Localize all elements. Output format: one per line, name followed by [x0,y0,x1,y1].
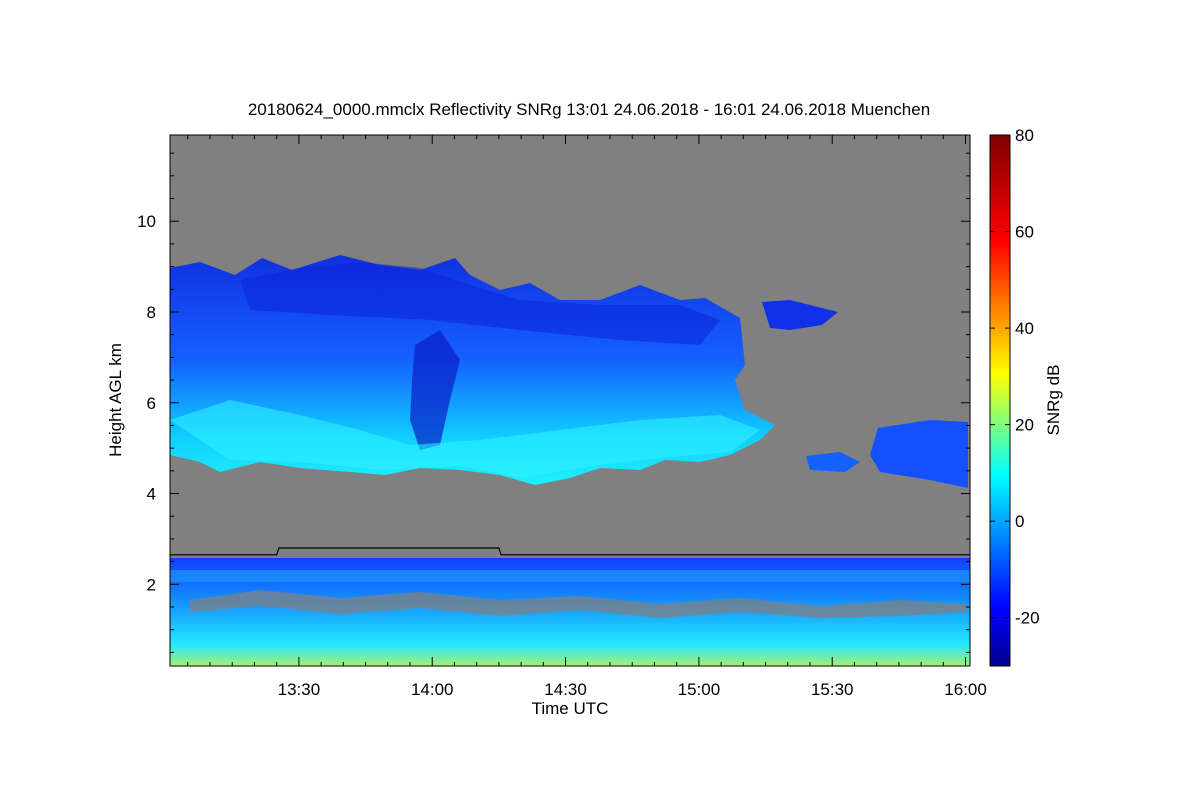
y-tick-label: 2 [147,575,156,594]
upper-cloud-patch-right [870,420,968,488]
upper-cloud-fragment [762,300,838,330]
x-tick-label: 16:00 [944,680,987,699]
x-tick-label: 13:30 [278,680,321,699]
y-tick-label: 8 [147,303,156,322]
chart-title: 20180624_0000.mmclx Reflectivity SNRg 13… [248,100,930,119]
plot-area [170,135,970,666]
colorbar-tick-label: 0 [1015,512,1024,531]
y-tick-label: 6 [147,394,156,413]
colorbar-ticks: 80 60 40 20 0 -20 [990,126,1040,628]
colorbar: 80 60 40 20 0 -20 SNRg dB [989,126,1063,667]
x-axis: 13:30 14:00 14:30 15:00 15:30 16:00 [187,135,987,699]
y-tick-label: 10 [137,212,156,231]
upper-cloud-bright-base [170,400,760,478]
boundary-line [170,547,970,556]
plot-frame [169,134,971,667]
colorbar-label: SNRg dB [1044,365,1063,436]
colorbar-tick-label: -20 [1015,609,1040,628]
lower-layer-gap [190,590,968,618]
colorbar-tick-label: 60 [1015,223,1034,242]
x-axis-label: Time UTC [532,699,609,718]
lower-layer-top-band [170,570,970,582]
colorbar-tick-label: 40 [1015,319,1034,338]
colorbar-gradient [989,134,1011,667]
x-tick-label: 15:30 [811,680,854,699]
y-axis: 2 4 6 8 10 [137,152,970,653]
x-tick-label: 14:00 [411,680,454,699]
colorbar-tick-label: 20 [1015,416,1034,435]
x-tick-label: 15:00 [678,680,721,699]
y-tick-label: 4 [147,485,156,504]
x-tick-label: 14:30 [544,680,587,699]
colorbar-tick-label: 80 [1015,126,1034,145]
upper-cloud-top-band [240,262,720,345]
y-axis-label: Height AGL km [106,343,125,457]
upper-cloud-dark-streak [410,330,460,450]
upper-cloud-patch-small [806,452,860,472]
